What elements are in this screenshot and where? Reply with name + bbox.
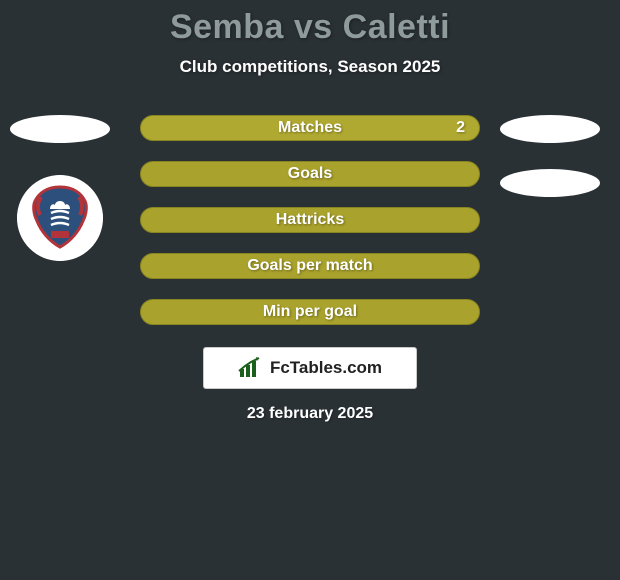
- right-column: [500, 115, 600, 217]
- date-text: 23 february 2025: [0, 405, 620, 423]
- bar-label: Goals per match: [247, 257, 372, 275]
- infographic-container: Semba vs Caletti Club competitions, Seas…: [0, 0, 620, 580]
- stat-bars: Matches 2 Goals Hattricks Goals per matc…: [140, 115, 480, 325]
- bar-right-value: 2: [456, 119, 465, 137]
- left-column: [10, 115, 110, 261]
- bar-min-per-goal: Min per goal: [140, 299, 480, 325]
- bar-hattricks: Hattricks: [140, 207, 480, 233]
- bar-goals: Goals: [140, 161, 480, 187]
- bar-label: Min per goal: [263, 303, 357, 321]
- brand-text: FcTables.com: [270, 358, 382, 378]
- player-ellipse-right-1: [500, 115, 600, 143]
- player-ellipse-right-2: [500, 169, 600, 197]
- brand-chart-icon: [238, 357, 264, 379]
- bar-label: Hattricks: [276, 211, 344, 229]
- brand-box: FcTables.com: [203, 347, 417, 389]
- content-area: Matches 2 Goals Hattricks Goals per matc…: [0, 115, 620, 423]
- bar-goals-per-match: Goals per match: [140, 253, 480, 279]
- page-subtitle: Club competitions, Season 2025: [0, 57, 620, 77]
- club-logo-left: [17, 175, 103, 261]
- club-crest-icon: [17, 175, 103, 261]
- bar-matches: Matches 2: [140, 115, 480, 141]
- bar-label: Goals: [288, 165, 332, 183]
- player-ellipse-left: [10, 115, 110, 143]
- page-title: Semba vs Caletti: [0, 0, 620, 47]
- bar-label: Matches: [278, 119, 342, 137]
